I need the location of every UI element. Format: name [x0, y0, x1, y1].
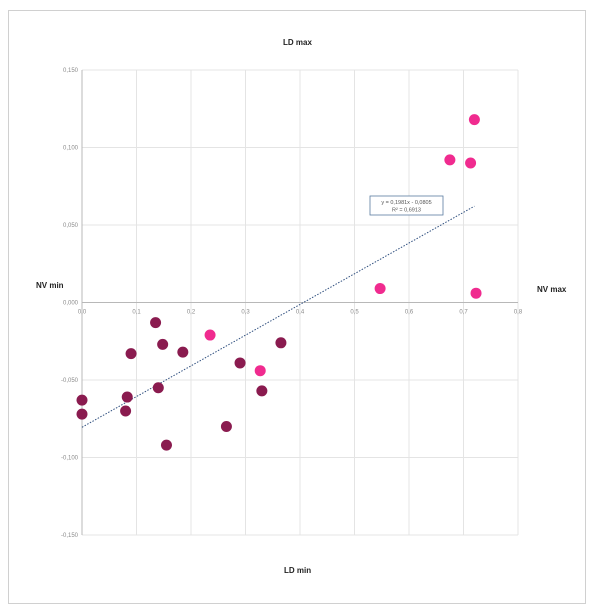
data-point-s0-9 [177, 346, 189, 358]
y-tick-label-3: 0,000 [63, 301, 79, 307]
data-point-s1-2 [374, 283, 386, 295]
data-point-s0-6 [152, 382, 164, 394]
data-point-s0-10 [220, 421, 232, 432]
label-right: NV max [537, 285, 567, 294]
trendline-equation-box [369, 195, 444, 216]
trendline-r-squared: R² = 0,6913 [392, 208, 421, 214]
data-point-s0-11 [234, 357, 246, 369]
y-tick-label-1: 0,100 [63, 146, 79, 152]
x-tick-label-5: 0,5 [350, 310, 359, 316]
x-tick-label-7: 0,7 [459, 310, 468, 316]
x-tick-label-8: 0,8 [514, 310, 523, 316]
data-point-s1-5 [468, 114, 480, 126]
data-point-s0-8 [160, 439, 172, 451]
data-point-s1-4 [465, 157, 477, 169]
trendline-equation: y = 0,1981x - 0,0805 [381, 200, 431, 206]
x-tick-label-1: 0,1 [132, 310, 141, 316]
y-tick-label-0: 0,150 [63, 68, 79, 74]
data-point-s0-4 [125, 348, 137, 360]
y-tick-label-4: -0,050 [61, 378, 79, 384]
label-left: NV min [36, 281, 64, 290]
data-point-s1-0 [204, 329, 216, 341]
data-point-s0-1 [76, 408, 88, 420]
data-point-s1-3 [444, 154, 456, 166]
y-tick-label-6: -0,150 [61, 533, 79, 539]
data-point-s0-12 [256, 385, 268, 397]
data-point-s0-0 [76, 394, 88, 406]
data-point-s1-1 [254, 365, 266, 377]
label-bottom: LD min [284, 566, 312, 575]
chart-frame [8, 10, 586, 604]
x-tick-label-4: 0,4 [296, 310, 305, 316]
data-point-s0-5 [150, 317, 162, 329]
label-top: LD max [283, 38, 312, 47]
data-point-s0-2 [120, 405, 132, 417]
y-tick-label-2: 0,050 [63, 223, 79, 229]
x-tick-label-0: 0,0 [78, 310, 87, 316]
data-point-s0-7 [157, 338, 169, 350]
data-point-s0-3 [121, 391, 133, 403]
trendline [81, 205, 475, 428]
data-point-s0-13 [275, 337, 287, 349]
x-tick-label-2: 0,2 [187, 310, 196, 316]
x-tick-label-6: 0,6 [405, 310, 414, 316]
x-tick-label-3: 0,3 [241, 310, 250, 316]
data-point-s1-6 [470, 287, 482, 299]
y-tick-label-5: -0,100 [61, 456, 79, 462]
